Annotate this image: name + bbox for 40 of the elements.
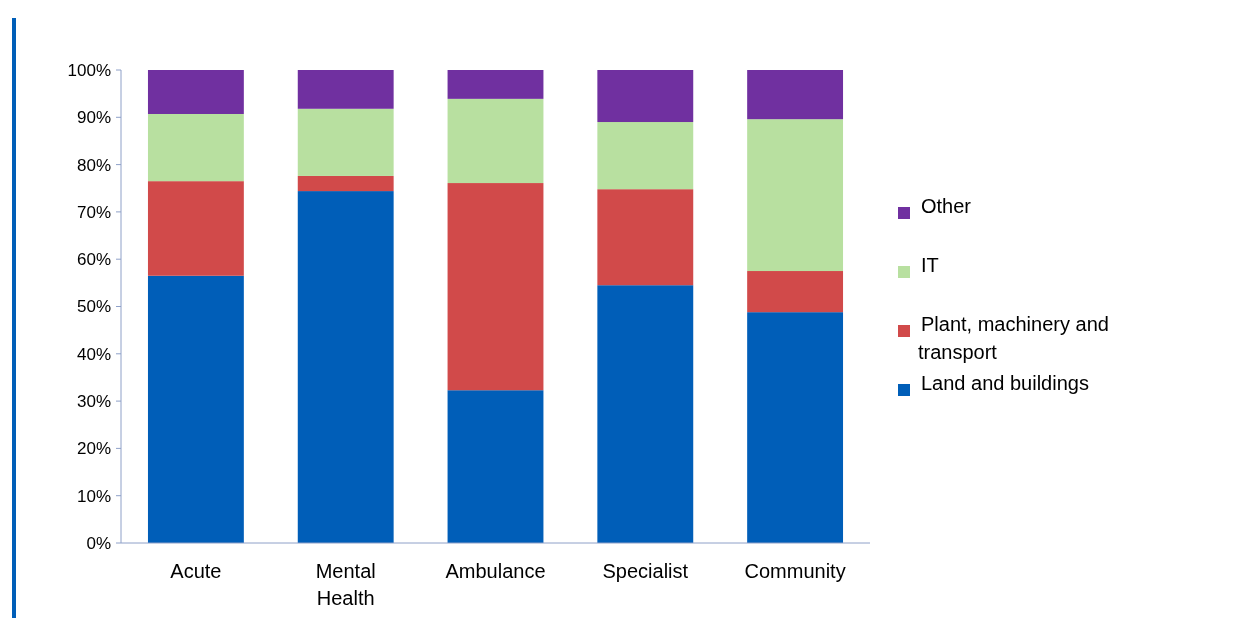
- y-tick-label: 50%: [76, 297, 111, 317]
- y-tick-label: 70%: [76, 202, 111, 222]
- y-tick-label: 20%: [76, 439, 111, 459]
- y-tick-label: 80%: [76, 155, 111, 175]
- y-tick-label: 10%: [76, 486, 111, 506]
- bar: [297, 108, 394, 176]
- bar: [447, 390, 544, 543]
- bar: [147, 113, 244, 182]
- y-tick-label: 60%: [76, 250, 111, 270]
- bar: [447, 98, 544, 184]
- x-tick-label: Ambulance: [445, 560, 546, 582]
- y-tick-label: 40%: [76, 344, 111, 364]
- bar: [147, 181, 244, 276]
- bar: [597, 189, 694, 286]
- bar: [447, 183, 544, 391]
- legend-label: Plant, machinery and transport: [918, 313, 1109, 363]
- bar: [747, 119, 844, 272]
- y-tick-label: 100%: [67, 60, 111, 80]
- x-tick-label: Specialist: [602, 560, 689, 582]
- bar: [297, 70, 394, 109]
- x-tick-label: Community: [744, 560, 846, 582]
- x-tick-label: Mental Health: [315, 560, 376, 609]
- bar: [447, 70, 544, 99]
- bar: [597, 285, 694, 543]
- bar: [747, 312, 844, 543]
- bar: [597, 122, 694, 190]
- x-tick-label: Acute: [170, 560, 222, 582]
- legend-label: Other: [921, 195, 972, 217]
- y-tick-label: 30%: [76, 392, 111, 412]
- legend-label: IT: [921, 254, 939, 276]
- legend-label: Land and buildings: [921, 372, 1089, 394]
- bar: [147, 275, 244, 543]
- bar: [147, 70, 244, 114]
- bar: [747, 70, 844, 120]
- bar: [597, 70, 694, 123]
- bar: [747, 271, 844, 313]
- y-tick-label: 90%: [76, 108, 111, 128]
- y-tick-label: 0%: [86, 533, 111, 553]
- bar: [297, 175, 394, 192]
- bar: [297, 191, 394, 543]
